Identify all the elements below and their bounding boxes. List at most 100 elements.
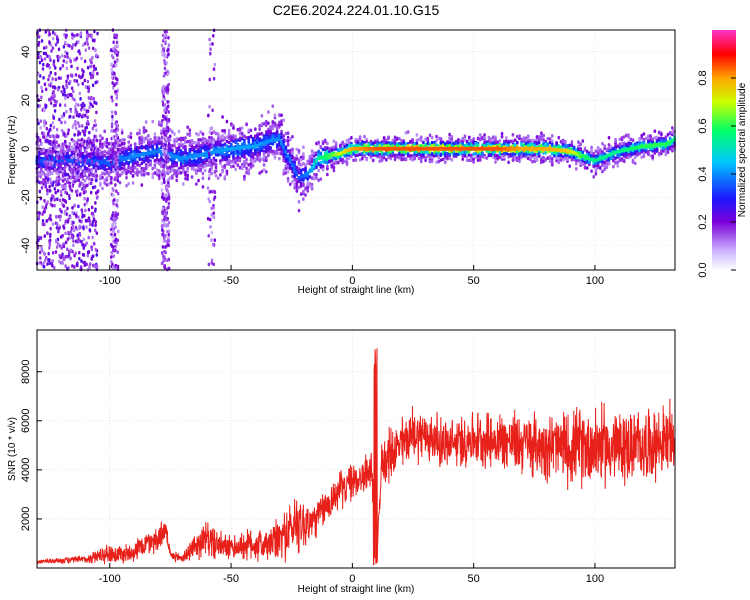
heatmap-noise-cell bbox=[48, 151, 51, 155]
heatmap-noise-cell bbox=[65, 60, 68, 65]
heatmap-cell bbox=[147, 163, 150, 167]
heatmap-noise-cell bbox=[48, 234, 52, 239]
heatmap-cell bbox=[251, 163, 255, 168]
heatmap-cell bbox=[136, 162, 139, 167]
heatmap-cell bbox=[197, 178, 200, 183]
heatmap-noise-cell bbox=[65, 109, 68, 114]
heatmap-noise-cell bbox=[48, 261, 51, 266]
heatmap-cell bbox=[243, 142, 246, 146]
heatmap-cell bbox=[306, 189, 310, 193]
heatmap-cell bbox=[140, 135, 144, 140]
heatmap-noise-cell bbox=[77, 114, 81, 118]
heatmap-cell bbox=[105, 178, 109, 182]
heatmap-cell bbox=[171, 168, 174, 173]
heatmap-noise-cell bbox=[71, 206, 74, 210]
heatmap-cell bbox=[171, 143, 174, 148]
heatmap-cell bbox=[85, 145, 89, 150]
heatmap-cell bbox=[210, 171, 213, 176]
heatmap-noise-cell bbox=[85, 219, 88, 223]
heatmap-cell bbox=[127, 147, 130, 152]
heatmap-noise-cell bbox=[66, 237, 70, 241]
heatmap-cell bbox=[105, 151, 109, 155]
heatmap-cell bbox=[382, 136, 386, 140]
heatmap-cell bbox=[273, 156, 277, 160]
heatmap-cell bbox=[590, 169, 593, 173]
heatmap-noise-cell bbox=[67, 128, 70, 132]
heatmap-cell bbox=[245, 122, 248, 126]
heatmap-noise-cell bbox=[74, 162, 78, 167]
heatmap-cell bbox=[505, 136, 508, 140]
heatmap-cell bbox=[273, 113, 277, 118]
heatmap-noise-cell bbox=[85, 34, 89, 38]
heatmap-cell bbox=[267, 121, 270, 126]
heatmap-cell bbox=[234, 134, 237, 139]
heatmap-cell bbox=[430, 159, 434, 164]
heatmap-cell bbox=[109, 142, 113, 146]
heatmap-cell bbox=[37, 144, 41, 148]
heatmap-noise-cell bbox=[47, 251, 50, 256]
heatmap-noise-cell bbox=[76, 66, 79, 71]
heatmap-cell bbox=[129, 135, 133, 140]
heatmap-noise-cell bbox=[75, 193, 79, 197]
heatmap-cell bbox=[271, 104, 275, 108]
heatmap-cell bbox=[151, 155, 155, 159]
heatmap-cell bbox=[103, 149, 106, 154]
heatmap-cell bbox=[616, 164, 620, 168]
heatmap-noise-cell bbox=[44, 51, 48, 56]
heatmap-cell bbox=[671, 126, 674, 130]
heatmap-cell bbox=[144, 171, 148, 176]
heatmap-noise-cell bbox=[72, 154, 75, 159]
heatmap-cell bbox=[201, 176, 205, 181]
heatmap-noise-cell bbox=[58, 103, 62, 107]
heatmap-noise-cell bbox=[71, 180, 74, 184]
heatmap-cell bbox=[315, 172, 318, 177]
heatmap-noise-cell bbox=[54, 72, 57, 76]
heatmap-cell bbox=[133, 171, 137, 175]
heatmap-noise-cell bbox=[51, 77, 54, 81]
heatmap-noise-cell bbox=[84, 208, 87, 213]
heatmap-noise-cell bbox=[70, 86, 74, 90]
heatmap-noise-cell bbox=[37, 51, 40, 56]
heatmap-noise-cell bbox=[56, 152, 59, 156]
heatmap-noise-cell bbox=[39, 138, 42, 143]
heatmap-cell bbox=[42, 151, 45, 156]
heatmap-cell bbox=[485, 156, 489, 160]
heatmap-cell bbox=[467, 135, 471, 140]
heatmap-cell bbox=[125, 183, 128, 188]
heatmap-noise-cell bbox=[91, 223, 94, 227]
heatmap-cell bbox=[365, 157, 368, 162]
heatmap-cell bbox=[151, 119, 155, 124]
heatmap-noise-cell bbox=[50, 49, 53, 53]
heatmap-cell bbox=[579, 142, 582, 147]
heatmap-noise-cell bbox=[81, 81, 84, 86]
heatmap-cell bbox=[81, 129, 85, 133]
heatmap-cell bbox=[109, 169, 113, 174]
heatmap-cell bbox=[131, 181, 135, 185]
heatmap-noise-cell bbox=[37, 163, 40, 168]
heatmap-cell bbox=[363, 134, 366, 139]
heatmap-noise-cell bbox=[42, 261, 45, 266]
heatmap-cell bbox=[138, 128, 141, 133]
heatmap-cell bbox=[120, 146, 124, 151]
heatmap-cell bbox=[120, 131, 124, 135]
heatmap-cell bbox=[350, 136, 353, 140]
heatmap-cell bbox=[295, 154, 299, 158]
heatmap-noise-cell bbox=[64, 264, 67, 268]
heatmap-cell bbox=[103, 140, 106, 145]
heatmap-cell bbox=[201, 171, 205, 176]
heatmap-cell bbox=[144, 166, 148, 171]
heatmap-noise-cell bbox=[43, 46, 46, 50]
heatmap-cell bbox=[133, 161, 137, 165]
heatmap-noise-cell bbox=[69, 248, 73, 253]
heatmap-cell bbox=[450, 139, 454, 143]
heatmap-cell bbox=[144, 136, 148, 141]
heatmap-cell bbox=[151, 175, 155, 180]
heatmap-cell bbox=[195, 182, 198, 186]
heatmap-noise-cell bbox=[95, 128, 98, 133]
heatmap-cell bbox=[293, 159, 296, 164]
heatmap-noise-cell bbox=[79, 172, 83, 177]
heatmap-noise-cell bbox=[83, 78, 87, 83]
heatmap-cell bbox=[177, 129, 181, 134]
heatmap-noise-cell bbox=[86, 119, 89, 124]
heatmap-cell bbox=[83, 178, 87, 183]
